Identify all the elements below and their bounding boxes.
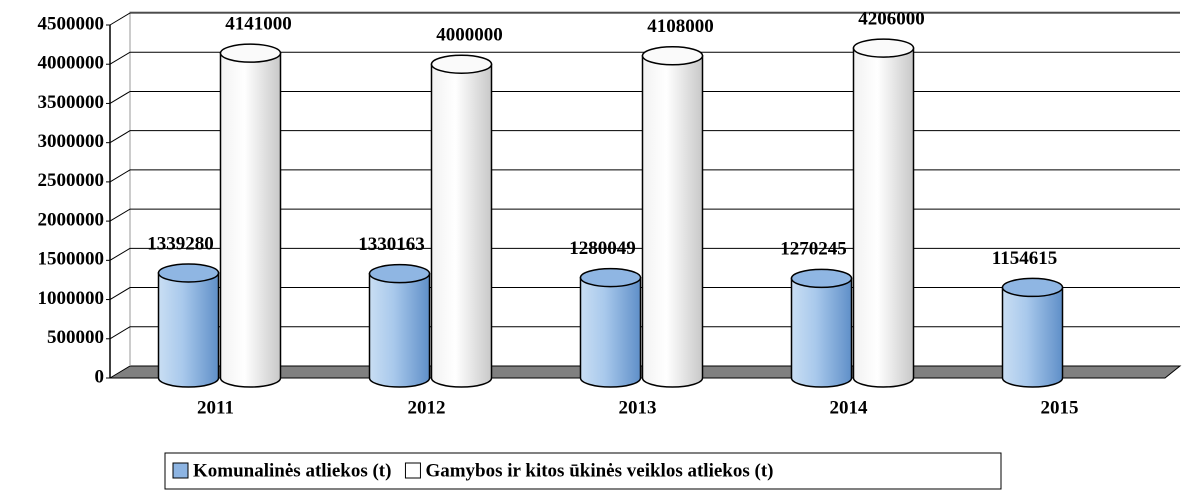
cylinder-body <box>579 276 642 388</box>
legend-items: Komunalinės atliekos (t) Gamybos ir kitos… <box>172 460 773 481</box>
cylinder <box>157 263 220 388</box>
cylinder <box>430 54 493 388</box>
cylinder-body <box>641 55 704 388</box>
data-label: 4206000 <box>858 8 925 29</box>
y-tick-label: 2500000 <box>38 170 105 191</box>
y-tick-label: 3000000 <box>38 131 105 152</box>
cylinder-top <box>1001 277 1064 298</box>
cylinder-body <box>430 63 493 388</box>
data-label: 4141000 <box>225 14 292 35</box>
cylinder-top <box>579 267 642 288</box>
cylinder-top <box>219 43 282 63</box>
grid-line <box>109 12 1180 26</box>
cylinder-top <box>157 263 220 283</box>
cylinder-body <box>790 277 853 388</box>
cylinder <box>1001 277 1064 388</box>
data-label: 1339280 <box>147 233 214 254</box>
cylinder-body <box>219 52 282 388</box>
x-tick-label: 2011 <box>197 397 234 418</box>
y-tick-label: 0 <box>95 366 105 387</box>
cylinder <box>368 263 431 388</box>
y-tick-label: 1500000 <box>38 249 105 270</box>
x-tick-label: 2014 <box>830 397 869 418</box>
grid-line <box>109 247 1180 261</box>
grid-line <box>109 208 1180 222</box>
grid-line <box>109 90 1180 104</box>
data-label: 4108000 <box>647 16 714 37</box>
x-tick-label: 2013 <box>619 397 657 418</box>
legend-swatch <box>404 462 421 479</box>
data-label: 1154615 <box>992 248 1057 269</box>
cylinder-top <box>852 38 915 58</box>
x-tick-label: 2015 <box>1041 397 1079 418</box>
legend-label: Gamybos ir kitos ūkinės veiklos atliekos… <box>425 460 773 481</box>
cylinder <box>641 46 704 388</box>
cylinder-body <box>157 272 220 388</box>
y-tick-label: 3500000 <box>38 92 105 113</box>
y-tick-label: 500000 <box>47 327 104 348</box>
grid-line <box>109 51 1180 65</box>
y-tick-label: 4500000 <box>38 13 105 34</box>
data-label: 1270245 <box>780 239 847 260</box>
cylinder-body <box>368 272 431 388</box>
cylinder <box>219 43 282 388</box>
data-label: 4000000 <box>436 25 503 46</box>
cylinder-top <box>790 268 853 289</box>
y-tick-label: 4000000 <box>38 53 105 74</box>
cylinder-top <box>641 46 704 66</box>
cylinder-body <box>852 47 915 388</box>
cylinder-body <box>1001 286 1064 388</box>
legend <box>164 452 1002 490</box>
y-tick-label: 2000000 <box>38 209 105 230</box>
cylinder-top <box>368 263 431 284</box>
data-label: 1330163 <box>358 234 425 255</box>
cylinder <box>579 267 642 388</box>
cylinder-top <box>430 54 493 74</box>
y-tick-label: 1000000 <box>38 288 105 309</box>
cylinder <box>852 38 915 388</box>
plot: 0 500000 1000000 1500000 2000000 2500000 30000… <box>38 8 1180 418</box>
grid-line <box>109 169 1180 183</box>
grid-line <box>109 130 1180 144</box>
x-tick-label: 2012 <box>408 397 446 418</box>
data-label: 1280049 <box>569 238 636 259</box>
cylinder <box>790 268 853 388</box>
legend-label: Komunalinės atliekos (t) <box>193 460 391 481</box>
legend-swatch <box>172 462 189 479</box>
